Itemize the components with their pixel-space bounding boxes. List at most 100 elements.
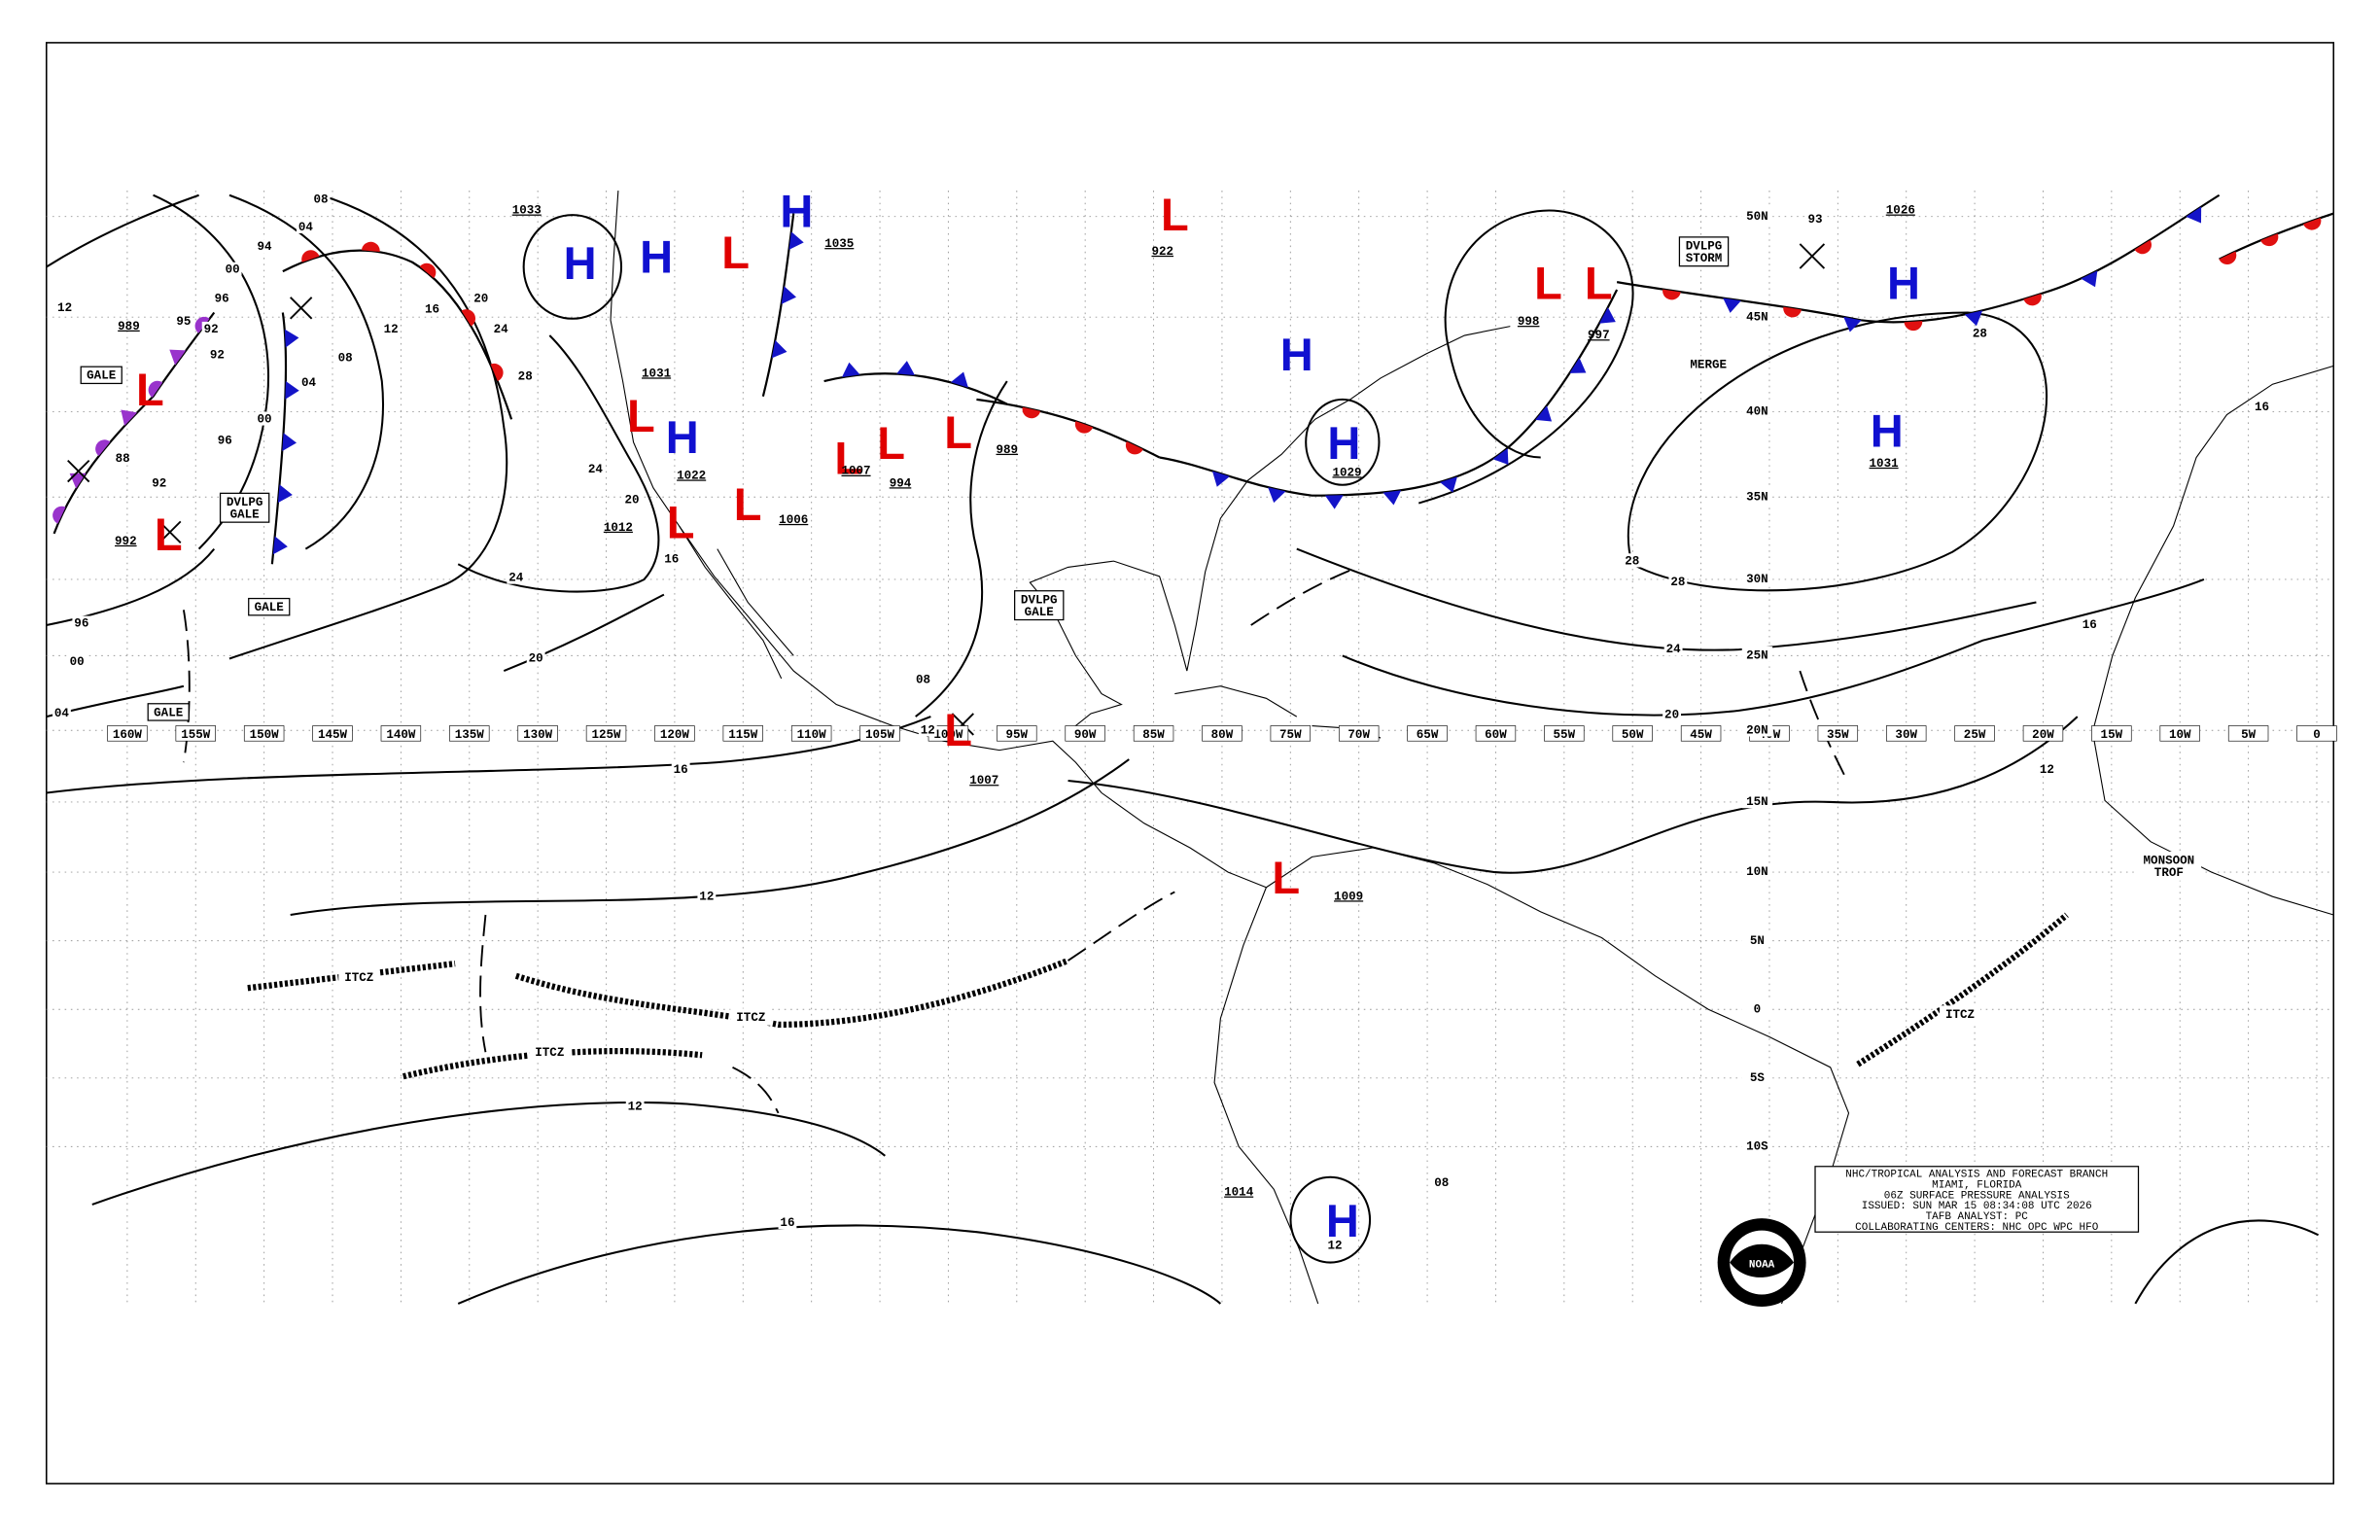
isobar-label-bg [2080, 617, 2099, 632]
annotation: DVLPG [227, 496, 263, 509]
legend-line: MIAMI, FLORIDA [1932, 1180, 2022, 1192]
isobar [457, 1224, 1222, 1305]
isobar-label-bg [1663, 642, 1683, 656]
isobar [91, 1101, 886, 1206]
longitude-label: 100W [933, 728, 963, 742]
isobar-label: 08 [338, 352, 353, 366]
lon-label-bg [1817, 725, 1859, 742]
cold-front-symbol [1723, 298, 1741, 313]
isobar-label-bg [918, 722, 937, 737]
lon-label-bg [654, 725, 695, 742]
cold-front-symbol [277, 484, 293, 504]
annotation: STORM [1686, 252, 1723, 265]
isobar [1289, 1175, 1372, 1264]
pressure-center: L [155, 508, 183, 560]
isobar-label: 00 [226, 263, 240, 277]
longitude-label: 105W [865, 728, 895, 742]
isobar-label-bg [55, 299, 74, 315]
isobar-label: 20 [1664, 709, 1679, 722]
longitude-label: 90W [1074, 728, 1097, 742]
front-line [823, 372, 1008, 405]
annotation: GALE [255, 601, 285, 614]
isobar-label-bg [1623, 553, 1642, 568]
isobar-label: 28 [1973, 328, 1987, 341]
isobar-label: 08 [916, 674, 930, 687]
longitude-label: 70W [1348, 728, 1370, 742]
central-pressure: 1033 [512, 204, 542, 218]
lon-label-bg [2022, 725, 2064, 742]
central-pressure: 1014 [1224, 1186, 1254, 1200]
pressure-center: L [834, 433, 862, 484]
longitude-label: 0 [2313, 728, 2321, 742]
isobar-label: 92 [152, 476, 166, 490]
isobar-label-bg [381, 321, 401, 336]
pressure-center: L [627, 390, 655, 441]
isobar-label: 16 [2255, 401, 2269, 414]
central-pressure: 1007 [841, 465, 870, 478]
isobar-label: 96 [218, 434, 232, 447]
isobar [1418, 209, 1634, 505]
pressure-center: L [1534, 257, 1562, 308]
pressure-center: L [136, 364, 164, 415]
trough [1250, 566, 1358, 626]
warm-front-symbol [1022, 406, 1041, 419]
annotation-box [219, 492, 270, 523]
occluded-front-symbol [121, 409, 138, 427]
lon-label-bg [517, 725, 558, 742]
isobar-label-bg [2253, 399, 2271, 414]
warm-front-symbol [301, 250, 320, 262]
isobar-label: 16 [425, 303, 439, 317]
lon-label-bg [1886, 725, 1927, 742]
isobar-label: 12 [699, 890, 714, 903]
lon-label-bg [175, 725, 216, 742]
latitude-label: 50N [1746, 210, 1768, 224]
latitude-label: 35N [1746, 490, 1768, 504]
pressure-center: L [1161, 189, 1189, 240]
occluded-front-symbol [95, 439, 111, 456]
isobar [915, 380, 1008, 718]
lon-label-bg [2227, 725, 2269, 742]
annotation: DVLPG [1686, 239, 1723, 253]
isobar-label-bg [223, 262, 242, 276]
latitude-label: 45N [1746, 310, 1768, 324]
isobar-label-bg [1668, 575, 1688, 589]
lon-label-bg [1133, 725, 1174, 742]
longitude-label: 95W [1006, 728, 1029, 742]
isobar-label: 24 [508, 572, 524, 585]
annotation: ITCZ [535, 1046, 564, 1060]
longitude-label: 145W [318, 728, 348, 742]
lon-label-bg [2296, 725, 2337, 742]
longitude-label: 10W [2169, 728, 2191, 742]
fronts [52, 193, 2334, 565]
central-pressure: 992 [115, 535, 137, 548]
longitude-label: 50W [1622, 728, 1644, 742]
noaa-logo-bird [1730, 1243, 1795, 1278]
central-pressure: 989 [997, 443, 1019, 457]
annotation-bg [338, 968, 380, 986]
annotation-bg [2136, 851, 2202, 881]
isobar-label: 28 [1670, 576, 1685, 589]
isobar-label-bg [662, 551, 682, 566]
pressure-center: L [877, 417, 905, 469]
isobar-label-bg [697, 889, 717, 903]
cold-front-symbol [1535, 405, 1553, 422]
cold-front-symbol [1382, 490, 1402, 506]
cold-front-symbol [282, 433, 298, 451]
isobar-label-bg [255, 411, 274, 426]
longitude-label: 65W [1417, 728, 1439, 742]
latitude-label: 10N [1746, 865, 1768, 879]
coastline [610, 191, 1267, 889]
isobar-label: 08 [314, 193, 329, 207]
occluded-front-symbol [169, 349, 187, 366]
page-frame [45, 42, 2335, 1485]
isobar-label-bg [201, 321, 221, 336]
longitude-label: 35W [1827, 728, 1849, 742]
central-pressure: 922 [1151, 245, 1173, 259]
cold-front-symbol [272, 536, 288, 555]
isobar-label: 96 [215, 293, 229, 306]
isobar-label: 16 [780, 1216, 794, 1230]
isobar-label-bg [1325, 1238, 1345, 1252]
isobar-label-bg [1970, 326, 1989, 340]
lon-label-bg [1202, 725, 1242, 742]
x-mark [290, 297, 313, 320]
